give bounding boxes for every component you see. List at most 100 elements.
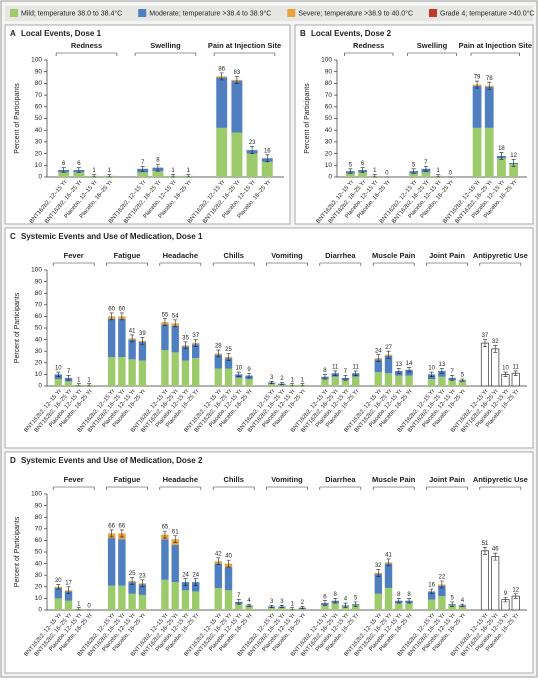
error-bar <box>429 371 434 378</box>
group-label: Pain at Injection Site <box>459 41 532 50</box>
value-label: 32 <box>375 563 382 569</box>
value-label: 60 <box>108 306 115 312</box>
value-label: 1 <box>87 377 91 383</box>
value-label: 4 <box>247 598 251 604</box>
error-bar <box>236 371 241 378</box>
group-label: Redness <box>353 41 384 50</box>
value-label: 0 <box>449 171 453 177</box>
bar-segment <box>395 375 403 386</box>
error-bar <box>411 168 416 174</box>
error-bar <box>219 72 224 81</box>
bar-segment <box>352 605 360 610</box>
bar-segment <box>192 582 200 592</box>
error-bar <box>66 375 71 381</box>
bar-segment <box>216 127 228 177</box>
bar-segment <box>171 545 179 583</box>
bar-segment <box>352 376 360 386</box>
panel-title: Local Events, Dose 1 <box>21 29 102 38</box>
panel-letter: D <box>10 456 16 465</box>
error-bar <box>186 174 191 178</box>
value-label: 8 <box>323 368 327 374</box>
error-bar <box>482 547 487 555</box>
value-label: 46 <box>492 547 499 553</box>
value-label: 78 <box>486 76 493 82</box>
value-label: 66 <box>119 524 126 530</box>
bar-segment <box>181 360 190 386</box>
error-bar <box>300 606 305 610</box>
error-bar <box>171 174 176 178</box>
value-label: 22 <box>439 575 446 581</box>
bar-segment <box>438 370 446 377</box>
bar-segment <box>192 591 200 610</box>
group-label: Fever <box>64 475 84 484</box>
value-label: 60 <box>119 306 126 312</box>
value-label: 24 <box>192 572 199 578</box>
value-label: 11 <box>353 364 360 370</box>
bar-segment <box>128 582 136 594</box>
y-tick-label: 90 <box>35 502 43 509</box>
error-bar <box>407 598 412 604</box>
y-tick-label: 0 <box>38 607 42 614</box>
bar-segment <box>54 598 62 610</box>
error-bar <box>407 367 412 373</box>
bar-segment <box>64 381 73 386</box>
y-tick-label: 0 <box>38 383 42 390</box>
y-tick-label: 40 <box>325 127 333 134</box>
panel <box>4 24 291 225</box>
error-bar <box>226 559 231 568</box>
bar-segment <box>261 161 273 177</box>
value-label: 5 <box>461 373 465 379</box>
bar-segment <box>138 584 147 595</box>
legend-swatch <box>429 9 438 17</box>
error-bar <box>348 168 353 174</box>
error-bar <box>493 552 498 561</box>
group-label: Muscle Pain <box>372 251 416 260</box>
value-label: 41 <box>129 329 136 335</box>
group-label: Fever <box>64 251 84 260</box>
group-label: Vomiting <box>271 475 303 484</box>
bar-segment <box>171 352 179 386</box>
legend-bar <box>5 6 533 21</box>
bar-segment <box>374 359 382 373</box>
error-bar <box>234 76 239 84</box>
group-label: Headache <box>163 251 198 260</box>
error-bar <box>333 598 338 604</box>
error-bar <box>482 339 487 347</box>
y-tick-label: 20 <box>35 360 43 367</box>
group-label: Antipyretic Use <box>473 251 528 260</box>
bar-segment <box>224 590 233 610</box>
y-tick-label: 20 <box>325 150 333 157</box>
value-label: 18 <box>498 146 505 152</box>
y-tick-label: 60 <box>325 104 333 111</box>
value-label: 7 <box>424 160 428 166</box>
bar-segment <box>214 354 222 369</box>
bar-segment <box>427 379 436 386</box>
error-bar <box>173 319 178 328</box>
error-bar <box>87 383 92 387</box>
y-tick-label: 90 <box>35 278 43 285</box>
value-label: 37 <box>482 333 489 339</box>
group-label: Headache <box>163 475 198 484</box>
error-bar <box>475 80 480 89</box>
bar-segment <box>161 579 169 610</box>
y-tick-label: 40 <box>35 336 43 343</box>
y-tick-label: 60 <box>35 313 43 320</box>
error-bar <box>173 535 178 544</box>
bar-segment <box>224 358 233 369</box>
value-label: 5 <box>349 162 353 168</box>
error-bar <box>216 557 221 566</box>
error-bar <box>155 163 160 172</box>
bar-segment <box>409 173 419 177</box>
value-label: 83 <box>234 70 241 76</box>
y-tick-label: 70 <box>325 92 333 99</box>
error-bar <box>423 166 428 172</box>
error-bar <box>450 375 455 381</box>
error-bar <box>183 341 188 350</box>
value-label: 24 <box>182 572 189 578</box>
group-label: Antipyretic Use <box>473 475 528 484</box>
error-bar <box>386 558 391 567</box>
bar-segment <box>107 538 116 586</box>
bar-segment <box>128 593 136 610</box>
y-tick-label: 10 <box>35 595 43 602</box>
value-label: 8 <box>334 592 338 598</box>
